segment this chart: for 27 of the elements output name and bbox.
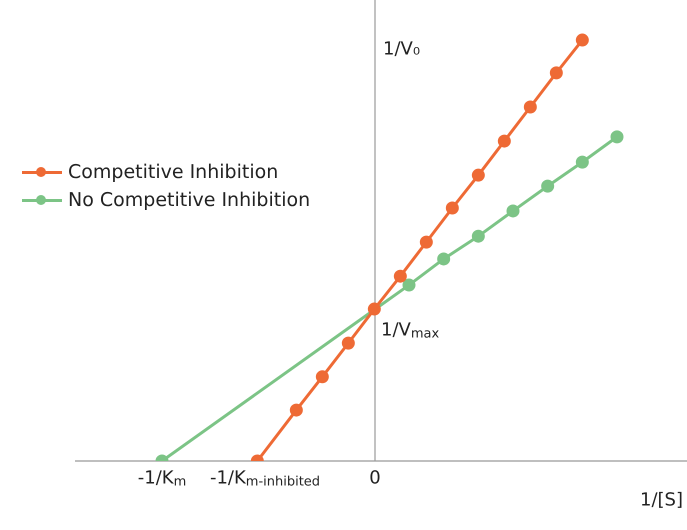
point — [420, 236, 433, 249]
point — [541, 180, 554, 193]
annotation: 1/Vmax — [381, 320, 440, 342]
point — [576, 156, 589, 169]
legend-label: No Competitive Inhibition — [68, 189, 310, 211]
point — [394, 270, 407, 283]
point — [368, 302, 381, 316]
point — [402, 278, 416, 292]
text: 0 — [369, 468, 381, 489]
point — [342, 336, 355, 350]
point — [506, 204, 520, 218]
point — [316, 370, 329, 384]
point — [446, 202, 459, 215]
text: -1/Km — [138, 468, 186, 490]
y-axis-title: 1/V₀ — [383, 38, 420, 60]
point — [550, 66, 563, 80]
point — [498, 134, 511, 148]
point — [290, 404, 303, 417]
x-axis-title: 1/[S] — [640, 490, 684, 511]
legend-label: Competitive Inhibition — [68, 161, 278, 183]
point — [437, 252, 450, 266]
point — [472, 230, 485, 243]
point — [576, 34, 589, 47]
text: -1/Km-inhibited — [210, 468, 320, 490]
point — [524, 100, 537, 114]
point — [472, 168, 485, 182]
point — [610, 130, 624, 144]
